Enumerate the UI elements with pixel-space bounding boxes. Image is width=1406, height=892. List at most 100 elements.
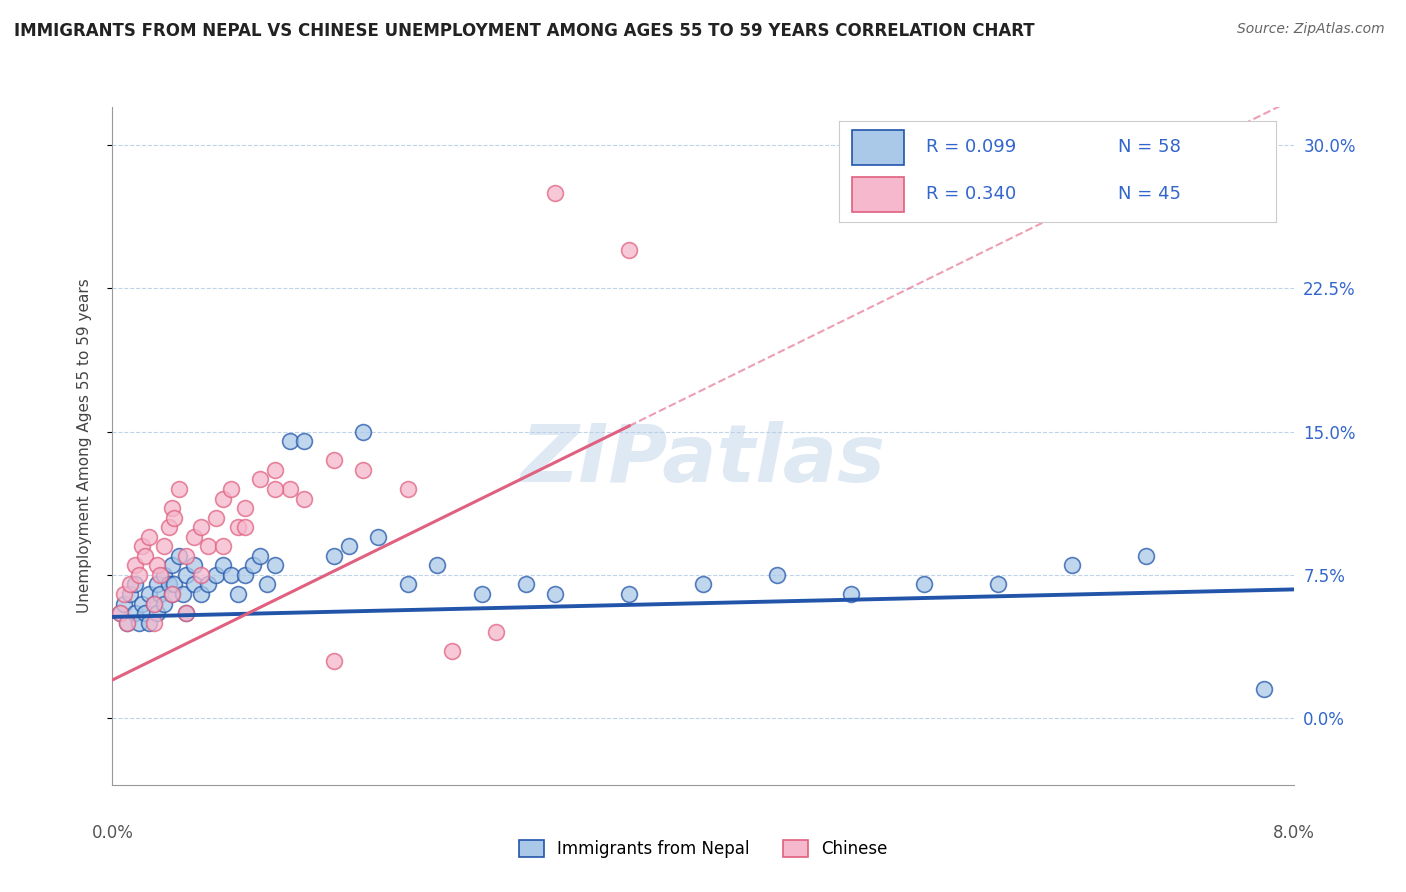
Point — [138, 530, 160, 544]
Text: 8.0%: 8.0% — [1272, 824, 1315, 842]
Point — [163, 510, 186, 524]
Point — [153, 539, 176, 553]
Point — [142, 615, 165, 630]
Point — [264, 482, 287, 496]
Point — [197, 577, 219, 591]
Point — [544, 587, 567, 601]
Point — [167, 482, 190, 496]
Point — [278, 434, 301, 449]
Point — [197, 539, 219, 553]
Y-axis label: Unemployment Among Ages 55 to 59 years: Unemployment Among Ages 55 to 59 years — [77, 278, 91, 614]
Point — [619, 244, 641, 258]
Point — [190, 568, 212, 582]
Point — [108, 606, 131, 620]
Point — [157, 577, 180, 591]
Point — [264, 463, 287, 477]
Point — [146, 558, 169, 573]
Point — [352, 425, 374, 439]
Point — [323, 549, 346, 563]
Point — [160, 558, 183, 573]
Point — [292, 491, 315, 506]
Point — [183, 530, 205, 544]
Point — [134, 606, 156, 620]
Point — [619, 587, 641, 601]
Point — [264, 558, 287, 573]
Point — [174, 549, 197, 563]
Point — [249, 549, 271, 563]
Point — [470, 587, 494, 601]
Point — [163, 577, 186, 591]
Point — [544, 186, 567, 200]
Point — [205, 510, 228, 524]
Point — [219, 482, 242, 496]
Point — [766, 568, 789, 582]
Point — [174, 568, 197, 582]
Point — [112, 597, 135, 611]
Point — [839, 587, 862, 601]
Point — [233, 501, 256, 516]
Point — [205, 568, 228, 582]
Point — [128, 615, 150, 630]
Point — [233, 520, 256, 534]
Point — [515, 577, 537, 591]
Point — [426, 558, 449, 573]
Point — [117, 615, 138, 630]
Point — [242, 558, 264, 573]
Point — [120, 577, 142, 591]
Text: IMMIGRANTS FROM NEPAL VS CHINESE UNEMPLOYMENT AMONG AGES 55 TO 59 YEARS CORRELAT: IMMIGRANTS FROM NEPAL VS CHINESE UNEMPLO… — [14, 22, 1035, 40]
Text: 0.0%: 0.0% — [91, 824, 134, 842]
Point — [219, 568, 242, 582]
Point — [352, 463, 374, 477]
Point — [1253, 682, 1275, 697]
Point — [396, 577, 419, 591]
Point — [131, 597, 153, 611]
Point — [212, 539, 235, 553]
Point — [441, 644, 464, 658]
Point — [1062, 558, 1084, 573]
Point — [323, 453, 346, 467]
Point — [124, 606, 146, 620]
Point — [212, 491, 235, 506]
Point — [138, 615, 160, 630]
Point — [190, 587, 212, 601]
Point — [226, 520, 249, 534]
Point — [987, 577, 1010, 591]
Point — [142, 597, 165, 611]
Point — [256, 577, 278, 591]
Point — [278, 482, 301, 496]
Point — [128, 568, 150, 582]
Text: Source: ZipAtlas.com: Source: ZipAtlas.com — [1237, 22, 1385, 37]
Legend: Immigrants from Nepal, Chinese: Immigrants from Nepal, Chinese — [512, 833, 894, 864]
Point — [124, 558, 146, 573]
Point — [157, 520, 180, 534]
Text: ZIPatlas: ZIPatlas — [520, 420, 886, 499]
Point — [112, 587, 135, 601]
Point — [138, 587, 160, 601]
Point — [167, 549, 190, 563]
Point — [172, 587, 194, 601]
Point — [131, 539, 153, 553]
Point — [142, 597, 165, 611]
Point — [212, 558, 235, 573]
Point — [485, 625, 508, 640]
Point — [153, 568, 176, 582]
Point — [190, 520, 212, 534]
Point — [117, 615, 138, 630]
Point — [249, 472, 271, 486]
Point — [160, 587, 183, 601]
Point — [183, 558, 205, 573]
Point — [153, 597, 176, 611]
Point — [914, 577, 936, 591]
Point — [174, 606, 197, 620]
Point — [226, 587, 249, 601]
Point — [108, 606, 131, 620]
Point — [1135, 549, 1157, 563]
Point — [160, 501, 183, 516]
Point — [134, 549, 156, 563]
Point — [233, 568, 256, 582]
Point — [292, 434, 315, 449]
Point — [149, 568, 172, 582]
Point — [120, 587, 142, 601]
Point — [124, 577, 146, 591]
Point — [367, 530, 389, 544]
